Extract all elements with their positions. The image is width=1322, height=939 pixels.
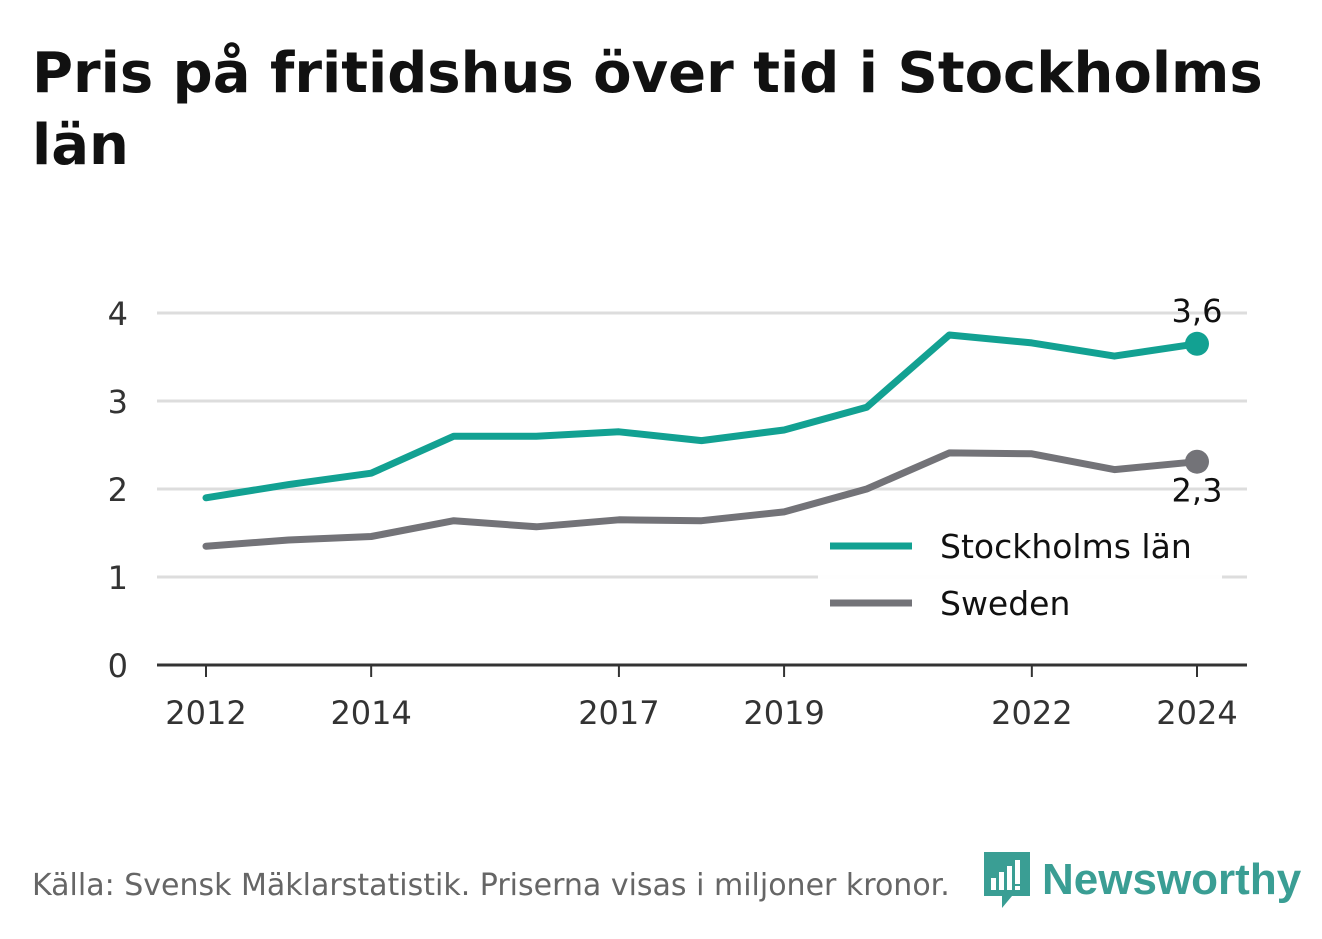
end-value-label: 3,6 [1172, 292, 1223, 330]
series-line-stockholm [202, 331, 1201, 502]
end-point-marker [1185, 331, 1209, 356]
series-line-sweden [202, 449, 1201, 550]
y-tick-label: 3 [108, 383, 128, 421]
y-tick-label: 4 [108, 295, 128, 333]
legend: Stockholms län Sweden [818, 520, 1222, 632]
x-axis: 2012 2014 2017 2019 2022 2024 [157, 663, 1247, 732]
x-tick-label: 2022 [991, 694, 1072, 732]
end-markers: 3,6 2,3 [1172, 292, 1223, 510]
x-tick-label: 2012 [165, 694, 246, 732]
brand-name: Newsworthy [1042, 855, 1302, 904]
end-value-label: 2,3 [1172, 472, 1223, 510]
y-tick-label: 2 [108, 471, 128, 509]
x-tick-label: 2019 [743, 694, 824, 732]
x-tick-label: 2024 [1156, 694, 1237, 732]
legend-label: Stockholms län [940, 527, 1192, 566]
newsworthy-logo: Newsworthy [982, 850, 1301, 910]
y-tick-label: 1 [108, 559, 128, 597]
x-tick-label: 2014 [330, 694, 411, 732]
source-note: Källa: Svensk Mäklarstatistik. Priserna … [32, 868, 950, 903]
legend-label: Sweden [940, 584, 1070, 623]
y-axis-ticks: 0 1 2 3 4 [108, 295, 128, 685]
end-point-marker [1185, 449, 1209, 474]
bar-chart-icon [984, 852, 1030, 908]
chart-title: Pris på fritidshus över tid i Stockholms… [32, 41, 1263, 178]
x-tick-label: 2017 [578, 694, 659, 732]
legend-background [818, 520, 1222, 632]
series-lines [202, 331, 1201, 550]
y-tick-label: 0 [108, 647, 128, 685]
